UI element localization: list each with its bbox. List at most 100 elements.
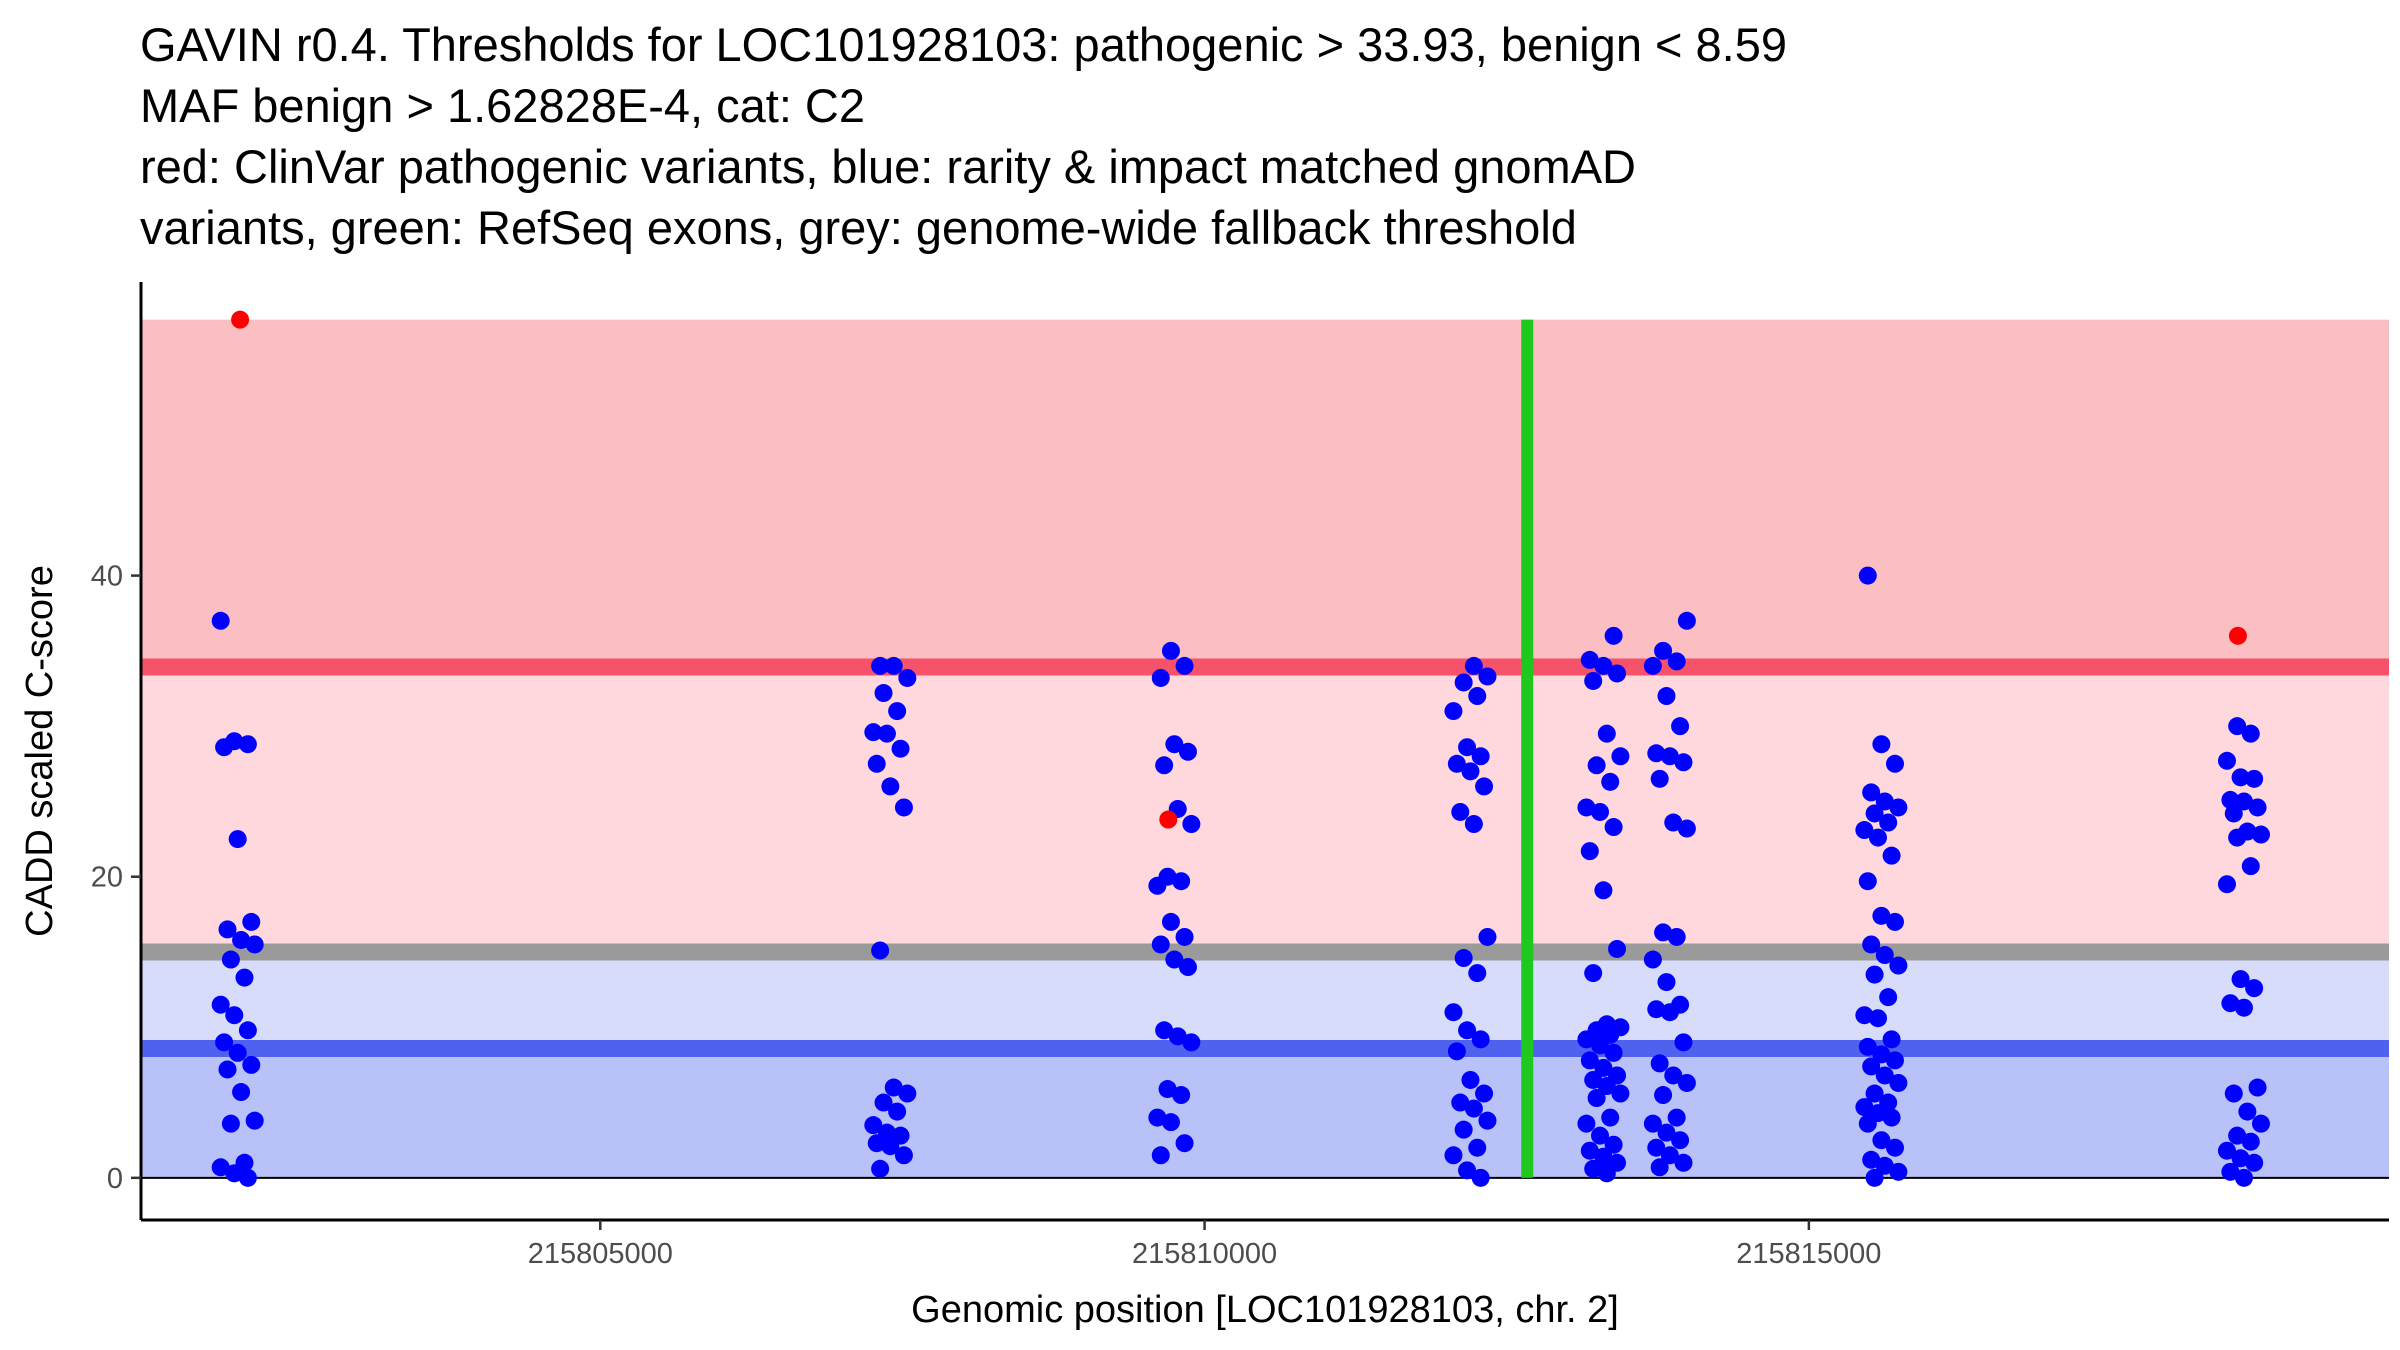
gnomad-point bbox=[2251, 1114, 2270, 1133]
gnomad-point bbox=[864, 723, 883, 742]
gnomad-point bbox=[1889, 798, 1908, 817]
clinvar-point bbox=[2228, 626, 2247, 645]
gnomad-point bbox=[218, 920, 237, 939]
gnomad-point bbox=[1155, 756, 1174, 775]
gnomad-point bbox=[898, 668, 917, 687]
gnomad-point bbox=[1872, 1045, 1891, 1064]
gnomad-point bbox=[1587, 1089, 1606, 1108]
gnomad-point bbox=[1175, 656, 1194, 675]
gnomad-point bbox=[1165, 950, 1184, 969]
gnomad-point bbox=[238, 1021, 257, 1040]
gnomad-point bbox=[1151, 668, 1170, 687]
gnomad-point bbox=[881, 1137, 900, 1156]
gnomad-point bbox=[1664, 813, 1683, 832]
gnomad-point bbox=[1608, 939, 1627, 958]
gnomad-point bbox=[1667, 652, 1686, 671]
gnomad-point bbox=[2251, 825, 2270, 844]
gnomad-point bbox=[1471, 1030, 1490, 1049]
gnomad-point bbox=[1667, 1108, 1686, 1127]
gnomad-point bbox=[1594, 1147, 1613, 1166]
gnomad-point bbox=[1674, 1153, 1693, 1172]
gnomad-point bbox=[1161, 641, 1180, 660]
gnomad-point bbox=[1597, 1077, 1616, 1095]
gnomad-point bbox=[2231, 768, 2250, 787]
gnomad-point bbox=[1604, 626, 1623, 645]
gnomad-point bbox=[1879, 813, 1898, 832]
gnomad-point bbox=[1677, 819, 1696, 838]
gnomad-point bbox=[888, 702, 907, 721]
gnomad-point bbox=[1597, 1164, 1616, 1183]
gnomad-point bbox=[1471, 747, 1490, 766]
gnomad-point bbox=[1677, 1073, 1696, 1092]
x-axis-title: Genomic position [LOC101928103, chr. 2] bbox=[911, 1289, 1619, 1331]
gnomad-point bbox=[1657, 973, 1676, 992]
chart-title-line-3: red: ClinVar pathogenic variants, blue: … bbox=[140, 140, 1636, 193]
gnomad-point bbox=[1660, 1003, 1679, 1022]
gnomad-point bbox=[215, 1033, 234, 1052]
gnomad-point bbox=[1468, 964, 1487, 983]
gnomad-point bbox=[1858, 872, 1877, 891]
gnomad-point bbox=[1165, 735, 1184, 754]
gnomad-point bbox=[1677, 611, 1696, 630]
gnomad-point bbox=[1868, 828, 1887, 847]
gnomad-point bbox=[1580, 842, 1599, 861]
gnomad-point bbox=[1594, 656, 1613, 675]
gnomad-point bbox=[1468, 687, 1487, 706]
gnomad-point bbox=[1151, 935, 1170, 954]
gnomad-point bbox=[1872, 1131, 1891, 1150]
gnomad-point bbox=[2224, 804, 2243, 823]
gnomad-point bbox=[1161, 1113, 1180, 1132]
y-ticks: 0 20 40 bbox=[91, 561, 141, 1195]
y-tick-label: 20 bbox=[91, 862, 123, 894]
gnomad-point bbox=[1855, 1006, 1874, 1025]
gnomad-point bbox=[2241, 724, 2260, 743]
gnomad-point bbox=[1858, 1037, 1877, 1056]
gnomad-point bbox=[1872, 735, 1891, 754]
gnomad-point bbox=[2245, 769, 2264, 788]
gnomad-point bbox=[1594, 1058, 1613, 1077]
gnomad-point bbox=[1447, 1042, 1466, 1061]
gnomad-point bbox=[2234, 792, 2253, 811]
gnomad-point bbox=[2241, 1132, 2260, 1151]
gnomad-point bbox=[242, 912, 261, 931]
y-tick-label: 0 bbox=[107, 1163, 123, 1195]
gnomad-point bbox=[888, 1102, 907, 1121]
gnomad-point bbox=[1461, 762, 1480, 781]
gnomad-point bbox=[218, 1060, 237, 1079]
gnomad-point bbox=[1584, 1159, 1603, 1178]
threshold-bands bbox=[141, 319, 2389, 1179]
y-axis-title: CADD scaled C-score bbox=[19, 565, 61, 937]
gnomad-point bbox=[1650, 1158, 1669, 1177]
gnomad-point bbox=[211, 1158, 230, 1177]
gnomad-point bbox=[898, 1084, 917, 1103]
gnomad-point bbox=[1447, 754, 1466, 773]
exon-markers bbox=[1521, 319, 1534, 1178]
gnomad-point bbox=[1611, 1084, 1630, 1103]
gnomad-point bbox=[1865, 804, 1884, 823]
gnomad-point bbox=[1865, 965, 1884, 984]
gnomad-point bbox=[228, 830, 247, 849]
gnomad-point bbox=[1458, 1021, 1477, 1040]
gnomad-point bbox=[1584, 964, 1603, 983]
gnomad-point bbox=[2231, 970, 2250, 989]
gnomad-point bbox=[1862, 1057, 1881, 1076]
x-ticks: 215805000 215810000 215815000 bbox=[528, 1220, 1881, 1270]
gnomad-point bbox=[1647, 1000, 1666, 1019]
gnomad-point bbox=[1471, 1168, 1490, 1187]
clinvar-point bbox=[231, 310, 250, 329]
gnomad-point bbox=[1858, 1114, 1877, 1133]
gnomad-point bbox=[1148, 876, 1167, 895]
benign-band bbox=[141, 1048, 2389, 1178]
gnomad-point bbox=[1671, 1131, 1690, 1150]
gnomad-point bbox=[1464, 656, 1483, 675]
gnomad-point bbox=[1654, 1086, 1673, 1105]
gnomad-point bbox=[1151, 1146, 1170, 1165]
gnomad-point bbox=[1885, 754, 1904, 773]
gnomad-point bbox=[1444, 1003, 1463, 1022]
gnomad-point bbox=[1875, 792, 1894, 811]
gnomad-point bbox=[2234, 998, 2253, 1017]
gnomad-point bbox=[1580, 1141, 1599, 1160]
gnomad-point bbox=[242, 1055, 261, 1074]
gnomad-point bbox=[1451, 1093, 1470, 1112]
gnomad-point bbox=[871, 941, 890, 960]
